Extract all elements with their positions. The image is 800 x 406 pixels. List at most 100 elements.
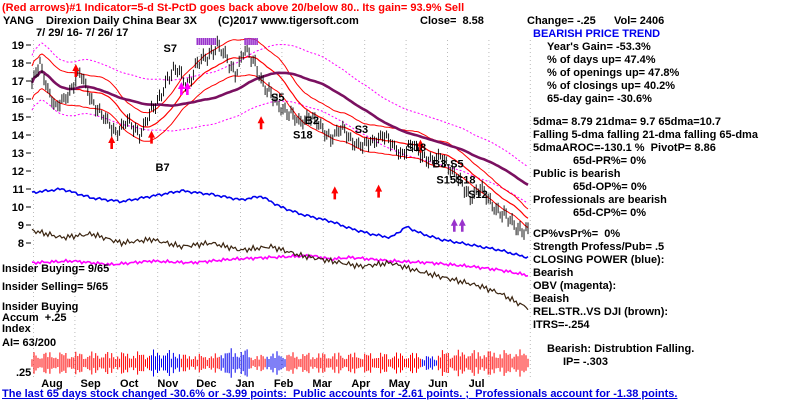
y-axis-label: 10	[12, 202, 24, 214]
x-axis-month: Jun	[428, 378, 448, 390]
signal-arrow-red	[148, 130, 156, 144]
stat-line: 5dma= 8.79 21dma= 9.7 65dma=10.7	[533, 116, 722, 128]
signal-arrow-purple	[458, 218, 466, 232]
chart-label: Insider Selling= 5/65	[2, 281, 109, 293]
lower-band	[31, 74, 529, 229]
accum-index-bars-red	[31, 349, 529, 377]
closing-power-line	[31, 187, 529, 259]
stat-line: IP= -.303	[563, 356, 608, 368]
new-high-marker	[198, 38, 201, 45]
new-high-marker	[196, 38, 199, 45]
stat-line: 65d-OP%= 0%	[573, 181, 647, 193]
new-high-marker	[202, 38, 205, 45]
stat-line: 65-day gain= -30.6%	[547, 93, 652, 105]
stat-line: % of days up= 47.4%	[547, 54, 656, 66]
x-axis-month: Aug	[41, 378, 62, 390]
stat-line: REL.STR..VS DJI (brown):	[533, 306, 669, 318]
stat-line: Bearish	[533, 267, 574, 279]
stat-line: Public is bearish	[533, 168, 621, 180]
65dma-line	[30, 69, 529, 186]
new-high-marker	[214, 38, 217, 45]
chart-label: Index	[2, 323, 31, 335]
new-high-marker	[254, 38, 256, 45]
new-high-marker	[212, 38, 215, 45]
chart-annotation: S7	[164, 43, 177, 55]
new-high-marker	[204, 38, 207, 45]
stat-line: % of openings up= 47.8%	[547, 67, 680, 79]
x-axis-month: Mar	[312, 378, 332, 390]
stat-line: 65d-CP%= 0%	[573, 207, 647, 219]
signal-arrow-red	[108, 136, 116, 149]
signal-arrow-magenta	[183, 82, 191, 95]
chart-annotation: S15S18	[436, 175, 475, 187]
y-axis-label: 15	[12, 112, 24, 124]
y-axis-label: 11	[12, 184, 24, 196]
new-high-marker	[248, 38, 250, 45]
ticker-symbol: YANG	[3, 15, 34, 27]
chart-annotation: B3-S5	[432, 158, 463, 170]
chart-label: .25	[16, 367, 32, 379]
stat-line: Strength Profess/Pub= .5	[533, 241, 665, 253]
x-axis-month: Apr	[351, 378, 371, 390]
stat-line: Beaish	[533, 293, 570, 305]
upper-magenta-band	[31, 42, 529, 168]
security-name: Direxion Daily China Bear 3X	[46, 15, 197, 27]
x-axis-month: May	[389, 378, 411, 390]
y-axis-label: 16	[12, 94, 24, 106]
chart-label: Insider Buying= 9/65	[2, 263, 110, 275]
21dma-line	[31, 55, 529, 219]
stat-line: Bearish: Distrubtion Falling.	[547, 343, 695, 355]
bottom-summary: The last 65 days stock changed -30.6% or…	[2, 388, 678, 400]
stat-line: ITRS=-.254	[533, 319, 590, 331]
chart-annotation: S12	[468, 189, 488, 201]
lower-magenta-band	[31, 99, 529, 204]
stat-line: BEARISH PRICE TREND	[533, 28, 661, 40]
signal-arrow-red	[331, 186, 339, 200]
signal-header: (Red arrows)#1 Indicator=5-d St-PctD goe…	[2, 2, 465, 14]
x-axis-month: Oct	[120, 378, 139, 390]
chart-label: AI= 63/200	[2, 337, 57, 349]
ohlc-bars	[31, 35, 529, 240]
chart-annotation: S18	[407, 142, 427, 154]
y-axis-label: 12	[12, 166, 24, 178]
close-value: Close= 8.58	[420, 15, 484, 27]
stat-line: % of closings up= 40.2%	[547, 80, 676, 92]
new-high-marker	[250, 38, 252, 45]
change-value: Change= -.25	[527, 15, 596, 27]
obv-line	[32, 253, 529, 277]
new-high-marker	[256, 38, 258, 45]
stat-line: CP%vsPr%= 0%	[533, 228, 621, 240]
new-high-marker	[206, 38, 209, 45]
chart-annotation: B2	[305, 115, 319, 127]
volume-value: Vol= 2406	[614, 15, 665, 27]
x-axis-month: Jan	[236, 378, 255, 390]
stat-line: 5dmaAROC=-130.1 % PivotP= 8.86	[533, 142, 716, 154]
x-axis-month: Jul	[469, 378, 485, 390]
stat-line: Professionals are bearish	[533, 194, 667, 206]
new-high-marker	[210, 38, 213, 45]
upper-band	[31, 37, 529, 210]
date-range: 7/ 29/ 16- 7/ 26/ 17	[36, 27, 129, 39]
new-high-marker	[246, 38, 248, 45]
x-axis-month: Nov	[157, 378, 179, 390]
stat-line: Year's Gain= -53.3%	[547, 41, 651, 53]
chart-annotation: S5	[271, 92, 284, 104]
new-high-marker	[252, 38, 254, 45]
stat-line: OBV (magenta):	[533, 280, 617, 292]
copyright-link[interactable]: (C)2017 www.tigersoft.com	[218, 15, 359, 27]
signal-arrow-magenta	[177, 82, 185, 95]
chart-label: Insider Buying	[2, 301, 79, 313]
accum-index-bars-blue	[151, 348, 437, 378]
stat-line: 65d-PR%= 0%	[573, 155, 647, 167]
chart-label: Accum +.25	[2, 312, 67, 324]
chart-annotation: S3	[355, 124, 368, 136]
y-axis-label: 14	[12, 130, 25, 142]
y-axis-label: 13	[12, 148, 24, 160]
signal-arrow-purple	[450, 218, 458, 232]
y-axis-label: 19	[12, 40, 24, 52]
chart-annotation: S18	[293, 130, 313, 142]
new-high-marker	[244, 38, 246, 45]
y-axis-label: 18	[12, 58, 24, 70]
